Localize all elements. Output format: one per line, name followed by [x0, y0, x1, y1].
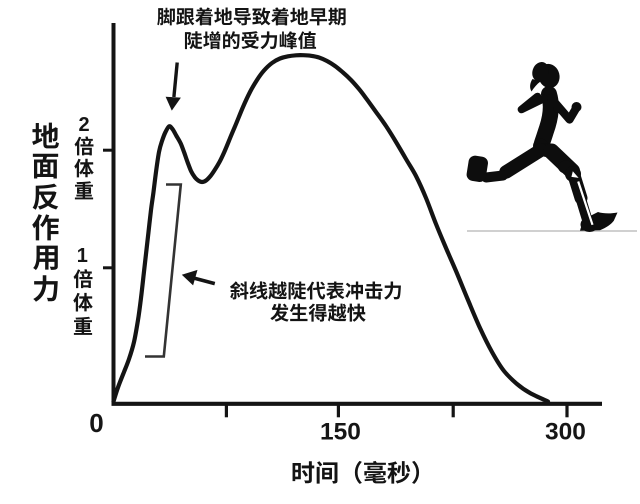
svg-text:150: 150	[320, 419, 361, 446]
svg-text:0: 0	[89, 408, 103, 438]
svg-text:1: 1	[77, 245, 88, 267]
svg-text:300: 300	[545, 419, 586, 446]
svg-text:2: 2	[79, 114, 90, 136]
